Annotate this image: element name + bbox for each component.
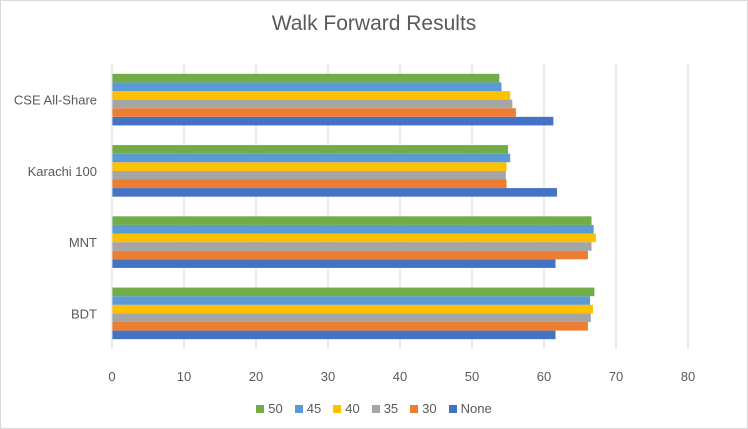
legend-item: 35 bbox=[371, 401, 399, 416]
x-tick-label: 60 bbox=[537, 369, 551, 384]
legend-swatch bbox=[333, 404, 342, 413]
legend-label: 30 bbox=[422, 401, 437, 416]
bar bbox=[112, 108, 516, 117]
bar bbox=[112, 233, 596, 243]
x-tick-label: 50 bbox=[465, 369, 479, 384]
y-category-label: Karachi 100 bbox=[28, 164, 97, 179]
y-category-label: BDT bbox=[71, 306, 97, 321]
chart-title: Walk Forward Results bbox=[271, 12, 477, 35]
legend-swatch bbox=[448, 404, 457, 413]
y-category-label: MNT bbox=[69, 235, 97, 250]
bar bbox=[112, 216, 592, 225]
bar bbox=[112, 162, 507, 171]
legend-swatch bbox=[294, 404, 303, 413]
legend-item: 30 bbox=[410, 401, 437, 416]
bar bbox=[112, 145, 508, 154]
bar bbox=[112, 259, 556, 268]
bar bbox=[112, 73, 500, 83]
bar bbox=[112, 224, 594, 234]
legend-item: None bbox=[448, 401, 492, 416]
x-tick-label: 80 bbox=[681, 369, 695, 384]
chart-legend: 50 45 40 35 30 None bbox=[0, 401, 748, 416]
x-tick-label: 10 bbox=[177, 369, 191, 384]
legend-swatch bbox=[371, 404, 380, 413]
x-tick-label: 70 bbox=[609, 369, 623, 384]
bar bbox=[112, 321, 588, 331]
bar bbox=[112, 242, 592, 251]
y-category-label: CSE All-Share bbox=[14, 93, 97, 108]
bar bbox=[112, 296, 591, 305]
bar bbox=[112, 116, 554, 126]
bar bbox=[112, 188, 557, 197]
bar bbox=[112, 99, 513, 109]
legend-swatch bbox=[410, 404, 419, 413]
legend-item: 45 bbox=[294, 401, 322, 416]
legend-label: 50 bbox=[268, 401, 283, 416]
bar bbox=[112, 313, 591, 322]
bar bbox=[112, 153, 511, 163]
legend-item: 40 bbox=[333, 401, 360, 416]
x-tick-label: 30 bbox=[321, 369, 335, 384]
legend-label: None bbox=[460, 401, 492, 416]
bar bbox=[112, 82, 502, 92]
bar bbox=[112, 287, 595, 297]
legend-label: 40 bbox=[345, 401, 360, 416]
bar bbox=[112, 179, 507, 189]
bar bbox=[112, 250, 588, 260]
legend-swatch bbox=[256, 404, 265, 413]
bar bbox=[112, 304, 593, 314]
legend-item: 50 bbox=[256, 401, 283, 416]
bar bbox=[112, 91, 511, 100]
bar bbox=[112, 330, 556, 340]
x-tick-label: 0 bbox=[108, 369, 115, 384]
x-tick-label: 40 bbox=[393, 369, 407, 384]
legend-label: 45 bbox=[306, 401, 322, 416]
bar bbox=[112, 170, 506, 180]
legend-label: 35 bbox=[383, 401, 399, 416]
x-tick-label: 20 bbox=[249, 369, 263, 384]
